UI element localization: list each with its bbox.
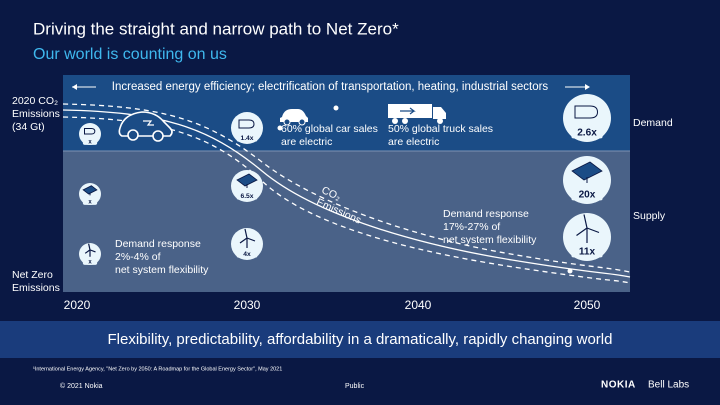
banner-arrowhead xyxy=(72,84,77,90)
annotation-line: 60% global car sales xyxy=(281,123,378,135)
badge-label: x xyxy=(88,139,92,145)
badge: x xyxy=(79,183,101,205)
brand: NOKIA xyxy=(601,380,636,391)
badge-tag xyxy=(82,197,98,205)
annotation-car: 60% global car sales are electric xyxy=(281,123,378,148)
lab: Bell Labs xyxy=(648,380,689,391)
badge: 20x xyxy=(563,156,611,204)
start-label: 2020 CO₂ xyxy=(12,95,58,107)
bulb-icon xyxy=(238,119,255,129)
annotation-line: are electric xyxy=(388,136,439,148)
badge-label: 6.5x xyxy=(240,193,253,200)
wind-blades xyxy=(576,214,600,236)
tagline-band xyxy=(0,321,720,358)
annotation-line: net system flexibility xyxy=(115,264,209,276)
annotation-dr-2050: Demand response 17%-27% of net system fl… xyxy=(443,208,537,246)
x-axis-label: 2020 xyxy=(64,298,91,312)
annotation-line: net system flexibility xyxy=(443,234,537,246)
annotation-line: Demand response xyxy=(443,208,529,220)
badge-label: 2.6x xyxy=(577,128,597,139)
multiplier-badges: x x x 1.4x 6.5x 4x 2.6x 20x 11x xyxy=(79,94,611,265)
car-small-icon xyxy=(280,109,308,126)
truck-icon xyxy=(388,104,446,124)
badge: 6.5x xyxy=(231,170,263,202)
emissions-curve-solid xyxy=(62,109,631,278)
wind-blades xyxy=(239,228,256,244)
badge: 2.6x xyxy=(563,94,611,142)
annotation-line: Demand response xyxy=(115,238,201,250)
classification: Public xyxy=(345,383,365,390)
banner-arrowhead xyxy=(585,84,590,90)
badge-tag xyxy=(236,249,258,258)
start-label: Emissions xyxy=(12,108,60,120)
x-axis-label: 2050 xyxy=(574,298,601,312)
badge-tag xyxy=(571,245,603,258)
footnote: ¹International Energy Agency, "Net Zero … xyxy=(33,366,282,372)
annotation-line: are electric xyxy=(281,136,332,148)
band-label: Supply xyxy=(633,210,666,222)
annotation-line: 2%-4% of xyxy=(115,251,161,263)
supply-band xyxy=(63,151,630,292)
badge-label: 4x xyxy=(243,251,251,258)
badge: x xyxy=(79,243,101,265)
badge: x xyxy=(79,123,101,145)
badge: 4x xyxy=(231,228,263,260)
copyright: © 2021 Nokia xyxy=(60,382,103,390)
badge-tag xyxy=(571,126,603,139)
badge: 1.4x xyxy=(231,112,263,144)
annotation-line: 17%-27% of xyxy=(443,221,500,233)
badge-label: 1.4x xyxy=(240,135,253,142)
tagline: Flexibility, predictability, affordabili… xyxy=(108,331,613,348)
x-axis-label: 2030 xyxy=(234,298,261,312)
annotation-dr-2020: Demand response 2%-4% of net system flex… xyxy=(115,238,209,276)
bulb-icon xyxy=(574,105,599,119)
badge-label: 11x xyxy=(579,247,596,258)
badge-label: x xyxy=(88,259,92,265)
solar-icon xyxy=(571,161,603,181)
badge-label: 20x xyxy=(579,190,596,201)
band-label: Demand xyxy=(633,117,673,129)
banner-text: Increased energy efficiency; electrifica… xyxy=(112,81,549,93)
end-label: Emissions xyxy=(12,282,60,294)
badge-tag xyxy=(571,188,603,201)
annotation-dot xyxy=(277,125,283,131)
subtitle: Our world is counting on us xyxy=(33,46,227,63)
bulb-icon xyxy=(84,128,96,135)
badge-tag xyxy=(82,137,98,145)
wind-blades xyxy=(84,243,96,254)
car-large-icon xyxy=(118,111,173,142)
x-axis-label: 2040 xyxy=(405,298,432,312)
badge-tag xyxy=(236,133,258,142)
annotation-dot xyxy=(333,105,339,111)
badge-label: x xyxy=(88,199,92,205)
end-label: Net Zero xyxy=(12,269,53,281)
annotation-dot xyxy=(567,268,573,274)
title: Driving the straight and narrow path to … xyxy=(33,19,399,38)
emissions-curve-upper xyxy=(62,103,631,273)
solar-icon xyxy=(236,173,258,187)
annotation-truck: 50% global truck sales are electric xyxy=(388,123,493,148)
start-label: (34 Gt) xyxy=(12,121,45,133)
badge-tag xyxy=(236,191,258,200)
badge-tag xyxy=(82,257,98,265)
solar-icon xyxy=(82,185,98,195)
badge: 11x xyxy=(563,213,611,261)
annotation-line: 50% global truck sales xyxy=(388,123,493,135)
